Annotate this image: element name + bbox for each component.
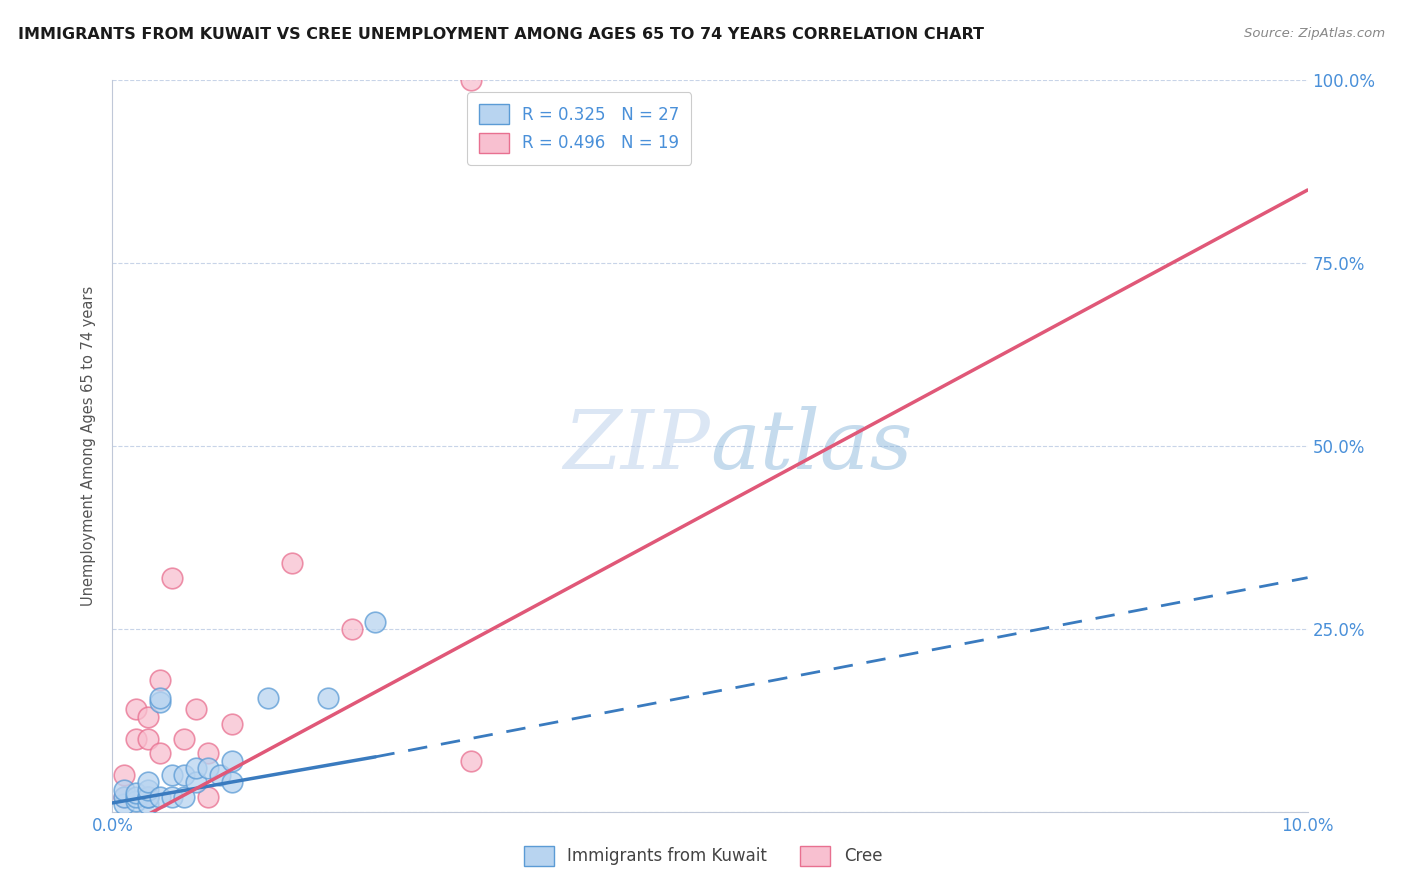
Point (197, 746, 219, 760)
Text: IMMIGRANTS FROM KUWAIT VS CREE UNEMPLOYMENT AMONG AGES 65 TO 74 YEARS CORRELATIO: IMMIGRANTS FROM KUWAIT VS CREE UNEMPLOYM… (18, 27, 984, 42)
Point (197, 790, 219, 805)
Text: atlas: atlas (710, 406, 912, 486)
Legend: Immigrants from Kuwait, Cree: Immigrants from Kuwait, Cree (510, 832, 896, 880)
Point (162, 790, 183, 805)
Point (281, 556, 304, 570)
Point (173, 768, 195, 782)
Point (257, 691, 280, 706)
Point (316, 691, 339, 706)
Point (209, 768, 232, 782)
Point (138, 790, 160, 805)
Point (221, 717, 243, 731)
Point (114, 782, 135, 797)
Point (138, 731, 160, 746)
Point (197, 761, 219, 775)
Point (138, 782, 160, 797)
Point (162, 768, 183, 782)
Point (125, 794, 148, 808)
Point (138, 790, 160, 805)
Point (460, 754, 482, 768)
Text: ZIP: ZIP (564, 406, 710, 486)
Point (149, 746, 172, 760)
Legend: R = 0.325   N = 27, R = 0.496   N = 19: R = 0.325 N = 27, R = 0.496 N = 19 (467, 92, 692, 165)
Point (125, 731, 148, 746)
Point (149, 695, 172, 709)
Point (114, 790, 135, 805)
Point (114, 768, 135, 782)
Point (114, 797, 135, 812)
Point (125, 787, 148, 801)
Point (173, 790, 195, 805)
Point (138, 790, 160, 805)
Point (125, 702, 148, 716)
Point (125, 790, 148, 805)
Point (114, 790, 135, 805)
Point (340, 622, 363, 636)
Point (186, 761, 208, 775)
Point (138, 775, 160, 789)
Point (186, 702, 208, 716)
Point (173, 731, 195, 746)
Point (221, 754, 243, 768)
Point (149, 673, 172, 687)
Point (138, 797, 160, 812)
Y-axis label: Unemployment Among Ages 65 to 74 years: Unemployment Among Ages 65 to 74 years (80, 285, 96, 607)
Point (149, 691, 172, 706)
Point (138, 709, 160, 723)
Point (460, 73, 482, 87)
Point (221, 775, 243, 789)
Text: Source: ZipAtlas.com: Source: ZipAtlas.com (1244, 27, 1385, 40)
Point (149, 790, 172, 805)
Point (162, 571, 183, 585)
Point (186, 775, 208, 789)
Point (364, 615, 387, 629)
